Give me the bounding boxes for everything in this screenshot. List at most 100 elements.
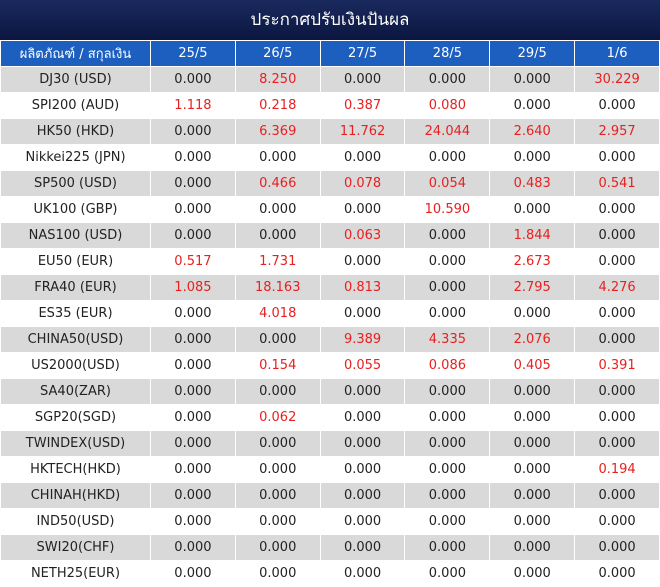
product-cell: EU50 (EUR) xyxy=(0,248,151,275)
value-cell: 0.000 xyxy=(574,300,660,327)
value-cell: 0.000 xyxy=(489,144,576,171)
value-cell: 0.000 xyxy=(150,352,236,379)
product-cell: Nikkei225 (JPN) xyxy=(0,144,151,171)
value-cell: 30.229 xyxy=(574,66,660,93)
value-cell: 0.391 xyxy=(574,352,660,379)
column-header: 27/5 xyxy=(319,40,406,67)
product-cell: FRA40 (EUR) xyxy=(0,274,151,301)
value-cell: 1.731 xyxy=(234,248,321,275)
value-cell: 0.000 xyxy=(574,248,660,275)
value-cell: 0.000 xyxy=(574,482,660,509)
value-cell: 0.000 xyxy=(319,144,406,171)
value-cell: 0.000 xyxy=(150,430,236,457)
value-cell: 18.163 xyxy=(234,274,321,301)
value-cell: 2.640 xyxy=(489,118,576,145)
value-cell: 0.000 xyxy=(234,508,321,535)
value-cell: 0.000 xyxy=(234,144,321,171)
value-cell: 1.844 xyxy=(489,222,576,249)
value-cell: 0.000 xyxy=(404,560,491,587)
product-cell: NAS100 (USD) xyxy=(0,222,151,249)
value-cell: 0.000 xyxy=(574,222,660,249)
value-cell: 0.000 xyxy=(574,196,660,223)
value-cell: 0.000 xyxy=(319,196,406,223)
value-cell: 0.000 xyxy=(404,378,491,405)
value-cell: 0.000 xyxy=(319,560,406,587)
value-cell: 24.044 xyxy=(404,118,491,145)
value-cell: 1.085 xyxy=(150,274,236,301)
value-cell: 0.000 xyxy=(150,222,236,249)
table-row: CHINAH(HKD) 0.000 0.000 0.000 0.000 0.000 0.00… xyxy=(0,482,660,509)
column-header: 29/5 xyxy=(489,40,576,67)
value-cell: 8.250 xyxy=(234,66,321,93)
value-cell: 0.483 xyxy=(489,170,576,197)
value-cell: 0.000 xyxy=(574,430,660,457)
value-cell: 0.000 xyxy=(150,66,236,93)
product-cell: US2000(USD) xyxy=(0,352,151,379)
value-cell: 0.517 xyxy=(150,248,236,275)
value-cell: 0.000 xyxy=(489,378,576,405)
value-cell: 0.000 xyxy=(234,222,321,249)
value-cell: 0.000 xyxy=(234,326,321,353)
value-cell: 0.000 xyxy=(574,378,660,405)
value-cell: 11.762 xyxy=(319,118,406,145)
product-cell: NETH25(EUR) xyxy=(0,560,151,587)
product-cell: IND50(USD) xyxy=(0,508,151,535)
value-cell: 2.076 xyxy=(489,326,576,353)
table-row: SPI200 (AUD) 1.118 0.218 0.387 0.080 0.000 0.0… xyxy=(0,92,660,119)
product-cell: HK50 (HKD) xyxy=(0,118,151,145)
value-cell: 0.000 xyxy=(150,378,236,405)
value-cell: 0.000 xyxy=(150,482,236,509)
value-cell: 0.000 xyxy=(404,300,491,327)
value-cell: 0.000 xyxy=(489,534,576,561)
value-cell: 0.541 xyxy=(574,170,660,197)
table-row: SWI20(CHF) 0.000 0.000 0.000 0.000 0.000 0.000 xyxy=(0,534,660,561)
column-header: 25/5 xyxy=(150,40,236,67)
value-cell: 0.000 xyxy=(234,482,321,509)
product-cell: UK100 (GBP) xyxy=(0,196,151,223)
title-bar: ประกาศปรับเงินปันผล xyxy=(0,0,660,40)
value-cell: 0.000 xyxy=(150,170,236,197)
value-cell: 0.080 xyxy=(404,92,491,119)
value-cell: 0.000 xyxy=(150,326,236,353)
value-cell: 10.590 xyxy=(404,196,491,223)
value-cell: 0.000 xyxy=(150,456,236,483)
column-header: 26/5 xyxy=(234,40,321,67)
value-cell: 0.000 xyxy=(150,508,236,535)
value-cell: 0.000 xyxy=(150,144,236,171)
value-cell: 0.000 xyxy=(404,482,491,509)
product-cell: CHINA50(USD) xyxy=(0,326,151,353)
value-cell: 0.000 xyxy=(489,92,576,119)
value-cell: 0.000 xyxy=(404,248,491,275)
value-cell: 0.000 xyxy=(404,66,491,93)
value-cell: 0.000 xyxy=(150,300,236,327)
value-cell: 0.154 xyxy=(234,352,321,379)
value-cell: 0.466 xyxy=(234,170,321,197)
product-cell: TWINDEX(USD) xyxy=(0,430,151,457)
value-cell: 0.000 xyxy=(404,222,491,249)
value-cell: 0.000 xyxy=(319,482,406,509)
value-cell: 0.000 xyxy=(234,196,321,223)
value-cell: 0.000 xyxy=(319,300,406,327)
value-cell: 0.000 xyxy=(489,66,576,93)
table-row: TWINDEX(USD) 0.000 0.000 0.000 0.000 0.000 0.0… xyxy=(0,430,660,457)
value-cell: 0.000 xyxy=(150,196,236,223)
value-cell: 6.369 xyxy=(234,118,321,145)
value-cell: 0.000 xyxy=(489,300,576,327)
value-cell: 0.000 xyxy=(319,456,406,483)
value-cell: 0.000 xyxy=(404,404,491,431)
table-row: FRA40 (EUR) 1.085 18.163 0.813 0.000 2.795 4.2… xyxy=(0,274,660,301)
table-row: UK100 (GBP) 0.000 0.000 0.000 10.590 0.000 0.0… xyxy=(0,196,660,223)
value-cell: 0.000 xyxy=(234,378,321,405)
value-cell: 0.000 xyxy=(489,508,576,535)
value-cell: 0.000 xyxy=(319,508,406,535)
value-cell: 0.000 xyxy=(234,560,321,587)
value-cell: 9.389 xyxy=(319,326,406,353)
value-cell: 0.063 xyxy=(319,222,406,249)
value-cell: 2.795 xyxy=(489,274,576,301)
value-cell: 0.000 xyxy=(319,248,406,275)
value-cell: 0.405 xyxy=(489,352,576,379)
value-cell: 0.000 xyxy=(489,560,576,587)
value-cell: 0.000 xyxy=(489,456,576,483)
table-row: HK50 (HKD) 0.000 6.369 11.762 24.044 2.640 2.9… xyxy=(0,118,660,145)
